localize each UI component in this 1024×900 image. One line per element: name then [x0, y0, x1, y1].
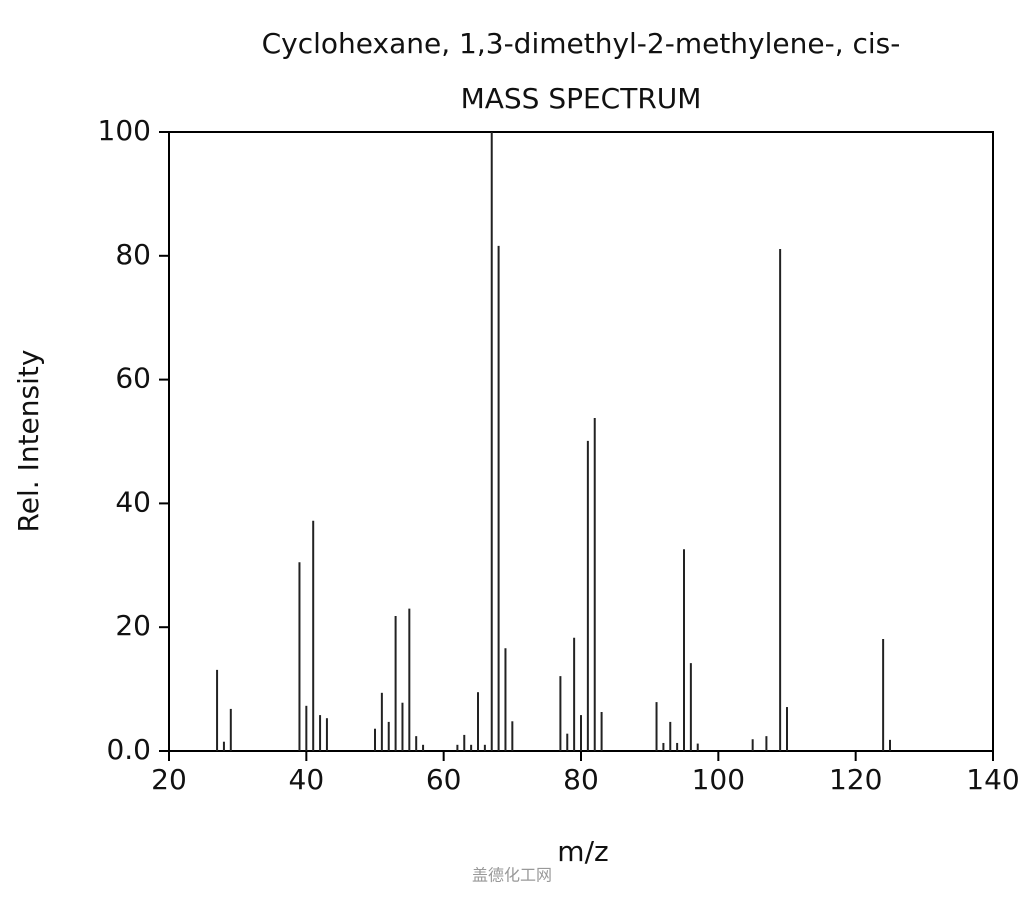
x-tick-label: 140 [966, 763, 1019, 796]
x-tick-label: 120 [829, 763, 882, 796]
x-tick-label: 100 [692, 763, 745, 796]
chart-subtitle: MASS SPECTRUM [461, 82, 702, 115]
x-tick-label: 20 [151, 763, 187, 796]
x-axis-label: m/z [557, 835, 608, 868]
y-tick-label: 20 [115, 609, 151, 642]
x-tick-label: 40 [289, 763, 325, 796]
x-tick-label: 60 [426, 763, 462, 796]
y-tick-label: 0.0 [106, 733, 151, 766]
x-tick-label: 80 [563, 763, 599, 796]
plot-frame [168, 131, 994, 752]
y-tick-label: 40 [115, 485, 151, 518]
chart-title: Cyclohexane, 1,3-dimethyl-2-methylene-, … [262, 27, 901, 60]
y-tick-label: 60 [115, 362, 151, 395]
watermark: 盖德化工网 [472, 866, 552, 885]
y-tick-label: 80 [115, 238, 151, 271]
y-axis-label: Rel. Intensity [12, 350, 45, 533]
y-tick-label: 100 [98, 114, 151, 147]
